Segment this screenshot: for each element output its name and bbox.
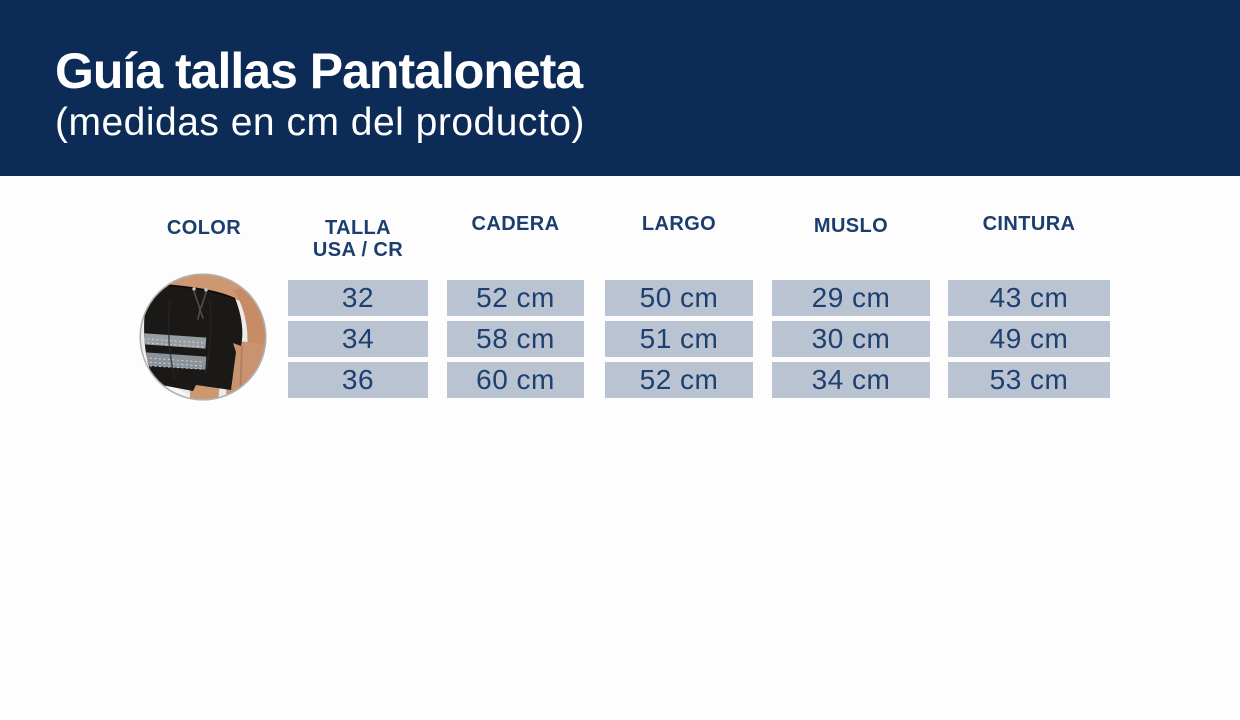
column-header-cintura: CINTURA (982, 213, 1076, 235)
column-header-muslo: MUSLO (813, 215, 889, 237)
cell-muslo-r1: 29 cm (772, 280, 930, 316)
column-header-talla: TALLA USA / CR (288, 217, 428, 261)
cell-cadera-r1: 52 cm (447, 280, 584, 316)
product-photo-black-shorts (138, 272, 268, 402)
cell-cintura-r2: 49 cm (948, 321, 1110, 357)
cell-largo-r2: 51 cm (605, 321, 753, 357)
cell-talla-r2: 34 (288, 321, 428, 357)
cell-muslo-r3: 34 cm (772, 362, 930, 398)
cell-cadera-r2: 58 cm (447, 321, 584, 357)
cell-muslo-r2: 30 cm (772, 321, 930, 357)
page-subtitle: (medidas en cm del producto) (55, 101, 585, 144)
cell-cintura-r3: 53 cm (948, 362, 1110, 398)
column-header-cadera: CADERA (471, 213, 560, 235)
column-header-talla-line1: TALLA (324, 217, 392, 239)
cell-talla-r3: 36 (288, 362, 428, 398)
header-banner: Guía tallas Pantaloneta (medidas en cm d… (0, 0, 1240, 176)
page-title: Guía tallas Pantaloneta (55, 43, 583, 99)
cell-talla-r1: 32 (288, 280, 428, 316)
cell-largo-r3: 52 cm (605, 362, 753, 398)
cell-cadera-r3: 60 cm (447, 362, 584, 398)
column-header-color: COLOR (166, 217, 242, 239)
cell-cintura-r1: 43 cm (948, 280, 1110, 316)
column-header-largo: LARGO (641, 213, 717, 235)
cell-largo-r1: 50 cm (605, 280, 753, 316)
column-header-talla-line2: USA / CR (312, 239, 404, 261)
black-shorts-image (139, 273, 267, 401)
